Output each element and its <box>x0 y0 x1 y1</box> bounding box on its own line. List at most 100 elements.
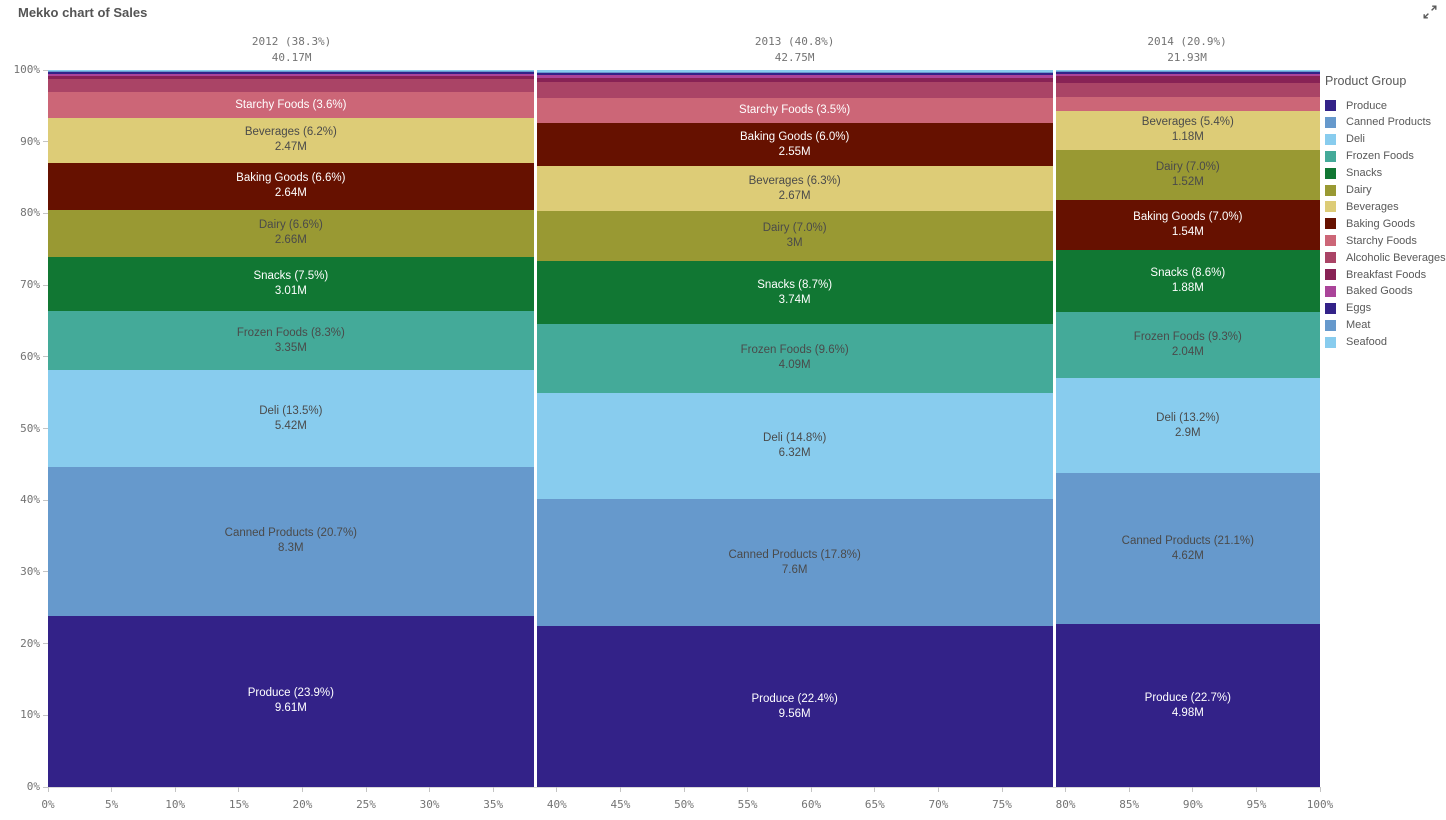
segment-label: Dairy (7.0%) <box>762 222 827 235</box>
segment-eggs-2012[interactable] <box>48 72 534 74</box>
y-axis-tick <box>43 69 48 71</box>
segment-breakfast-foods-2012[interactable] <box>48 75 534 79</box>
segment-breakfast-foods-2013[interactable] <box>536 77 1053 82</box>
segment-baked-goods-2013[interactable] <box>536 75 1053 78</box>
y-axis-tick-label: 40% <box>20 493 40 507</box>
legend-item-label: Beverages <box>1346 200 1399 213</box>
x-axis-tick <box>238 787 240 792</box>
segment-snacks-2014[interactable]: Snacks (8.6%) 1.88M <box>1055 249 1320 312</box>
segment-value: 1.54M <box>1171 225 1204 238</box>
legend-item-label: Frozen Foods <box>1346 150 1414 163</box>
legend-item-baking-goods[interactable]: Baking Goods <box>1325 217 1415 230</box>
segment-alcoholic-beverages-2014[interactable] <box>1055 82 1320 98</box>
segment-value: 7.6M <box>781 563 808 576</box>
segment-beverages-2013[interactable]: Beverages (6.3%) 2.67M <box>536 166 1053 212</box>
legend-item-alcoholic-beverages[interactable]: Alcoholic Beverages <box>1325 251 1446 264</box>
legend-item-beverages[interactable]: Beverages <box>1325 200 1399 213</box>
segment-canned-products-2014[interactable]: Canned Products (21.1%) 4.62M <box>1055 472 1320 625</box>
segment-canned-products-2012[interactable]: Canned Products (20.7%) 8.3M <box>48 467 534 616</box>
column-header-total: 42.75M <box>774 51 815 64</box>
x-axis-tick-label: 5% <box>104 798 119 811</box>
segment-seafood-2014[interactable] <box>1055 70 1320 71</box>
legend-item-produce[interactable]: Produce <box>1325 99 1387 112</box>
x-axis-tick-label: 55% <box>737 798 758 811</box>
segment-deli-2013[interactable]: Deli (14.8%) 6.32M <box>536 392 1053 499</box>
segment-snacks-2013[interactable]: Snacks (8.7%) 3.74M <box>536 261 1053 324</box>
legend-item-deli[interactable]: Deli <box>1325 133 1365 146</box>
segment-dairy-2013[interactable]: Dairy (7.0%) 3M <box>536 211 1053 262</box>
baking-goods-swatch-icon <box>1325 218 1336 230</box>
segment-value: 2.66M <box>274 234 307 247</box>
legend-item-snacks[interactable]: Snacks <box>1325 167 1382 180</box>
segment-meat-2014[interactable] <box>1055 70 1320 73</box>
legend-item-dairy[interactable]: Dairy <box>1325 184 1372 197</box>
segment-value: 5.42M <box>274 419 307 432</box>
segment-eggs-2014[interactable] <box>1055 72 1320 74</box>
fullscreen-expand-icon[interactable] <box>1422 4 1438 20</box>
segment-baking-goods-2012[interactable]: Baking Goods (6.6%) 2.64M <box>48 162 534 210</box>
breakfast-foods-swatch-icon <box>1325 269 1336 280</box>
segment-label: Deli (13.2%) <box>1156 411 1220 424</box>
y-axis-tick-label: 100% <box>13 63 41 76</box>
segment-label: Deli (14.8%) <box>763 431 827 444</box>
segment-dairy-2014[interactable]: Dairy (7.0%) 1.52M <box>1055 149 1320 200</box>
segment-label: Baking Goods (6.0%) <box>740 130 850 143</box>
segment-frozen-foods-2013[interactable]: Frozen Foods (9.6%) 4.09M <box>536 323 1053 393</box>
segment-baked-goods-2012[interactable] <box>48 73 534 76</box>
segment-value: 9.56M <box>778 707 811 720</box>
segment-baked-goods-2014[interactable] <box>1055 73 1320 77</box>
legend-item-breakfast-foods[interactable]: Breakfast Foods <box>1325 268 1426 281</box>
baked-goods-swatch-icon <box>1325 285 1336 297</box>
segment-starchy-foods-2014[interactable] <box>1055 97 1320 111</box>
segment-value: 1.18M <box>1171 131 1204 144</box>
segment-beverages-2012[interactable]: Beverages (6.2%) 2.47M <box>48 118 534 163</box>
segment-label: Baking Goods (7.0%) <box>1133 210 1243 223</box>
segment-breakfast-foods-2014[interactable] <box>1055 76 1320 83</box>
segment-label: Beverages (5.4%) <box>1141 116 1234 129</box>
segment-label: Beverages (6.2%) <box>244 126 337 139</box>
segment-deli-2012[interactable]: Deli (13.5%) 5.42M <box>48 370 534 468</box>
segment-produce-2012[interactable]: Produce (23.9%) 9.61M <box>48 615 534 787</box>
x-axis-tick-label: 85% <box>1119 798 1140 811</box>
column-header-year: 2013 (40.8%) <box>754 35 835 48</box>
segment-label: Frozen Foods (8.3%) <box>236 326 345 339</box>
y-axis-tick <box>43 356 48 358</box>
segment-starchy-foods-2013[interactable]: Starchy Foods (3.5%) <box>536 97 1053 124</box>
y-axis-tick <box>43 212 48 214</box>
segment-alcoholic-beverages-2013[interactable] <box>536 81 1053 98</box>
segment-produce-2013[interactable]: Produce (22.4%) 9.56M <box>536 626 1053 787</box>
segment-seafood-2012[interactable] <box>48 70 534 71</box>
x-axis-tick <box>301 787 303 792</box>
segment-beverages-2014[interactable]: Beverages (5.4%) 1.18M <box>1055 110 1320 150</box>
legend-item-eggs[interactable]: Eggs <box>1325 302 1371 315</box>
segment-dairy-2012[interactable]: Dairy (6.6%) 2.66M <box>48 209 534 258</box>
y-axis-tick <box>43 284 48 286</box>
legend-item-starchy-foods[interactable]: Starchy Foods <box>1325 234 1417 247</box>
legend-item-meat[interactable]: Meat <box>1325 319 1370 332</box>
segment-produce-2014[interactable]: Produce (22.7%) 4.98M <box>1055 624 1320 787</box>
segment-value: 3.01M <box>274 285 307 298</box>
legend-item-canned-products[interactable]: Canned Products <box>1325 116 1431 129</box>
y-axis-tick <box>43 643 48 645</box>
legend-item-baked-goods[interactable]: Baked Goods <box>1325 285 1413 298</box>
segment-canned-products-2013[interactable]: Canned Products (17.8%) 7.6M <box>536 498 1053 627</box>
segment-eggs-2013[interactable] <box>536 73 1053 76</box>
segment-snacks-2012[interactable]: Snacks (7.5%) 3.01M <box>48 257 534 311</box>
segment-label: Produce (22.7%) <box>1144 691 1231 704</box>
segment-meat-2013[interactable] <box>536 71 1053 74</box>
mekko-column-2012: Produce (23.9%) 9.61M Canned Products (20.… <box>48 70 534 787</box>
segment-deli-2014[interactable]: Deli (13.2%) 2.9M <box>1055 378 1320 473</box>
segment-starchy-foods-2012[interactable]: Starchy Foods (3.6%) <box>48 92 534 119</box>
segment-baking-goods-2013[interactable]: Baking Goods (6.0%) 2.55M <box>536 123 1053 167</box>
segment-alcoholic-beverages-2012[interactable] <box>48 78 534 93</box>
legend-item-seafood[interactable]: Seafood <box>1325 336 1387 349</box>
segment-meat-2012[interactable] <box>48 70 534 73</box>
x-axis-tick-label: 90% <box>1182 798 1203 811</box>
segment-frozen-foods-2014[interactable]: Frozen Foods (9.3%) 2.04M <box>1055 311 1320 379</box>
segment-baking-goods-2014[interactable]: Baking Goods (7.0%) 1.54M <box>1055 199 1320 250</box>
segment-seafood-2013[interactable] <box>536 70 1053 72</box>
y-axis-tick <box>43 714 48 716</box>
legend-item-frozen-foods[interactable]: Frozen Foods <box>1325 150 1414 163</box>
segment-frozen-foods-2012[interactable]: Frozen Foods (8.3%) 3.35M <box>48 310 534 371</box>
segment-value: 3.35M <box>274 341 307 354</box>
